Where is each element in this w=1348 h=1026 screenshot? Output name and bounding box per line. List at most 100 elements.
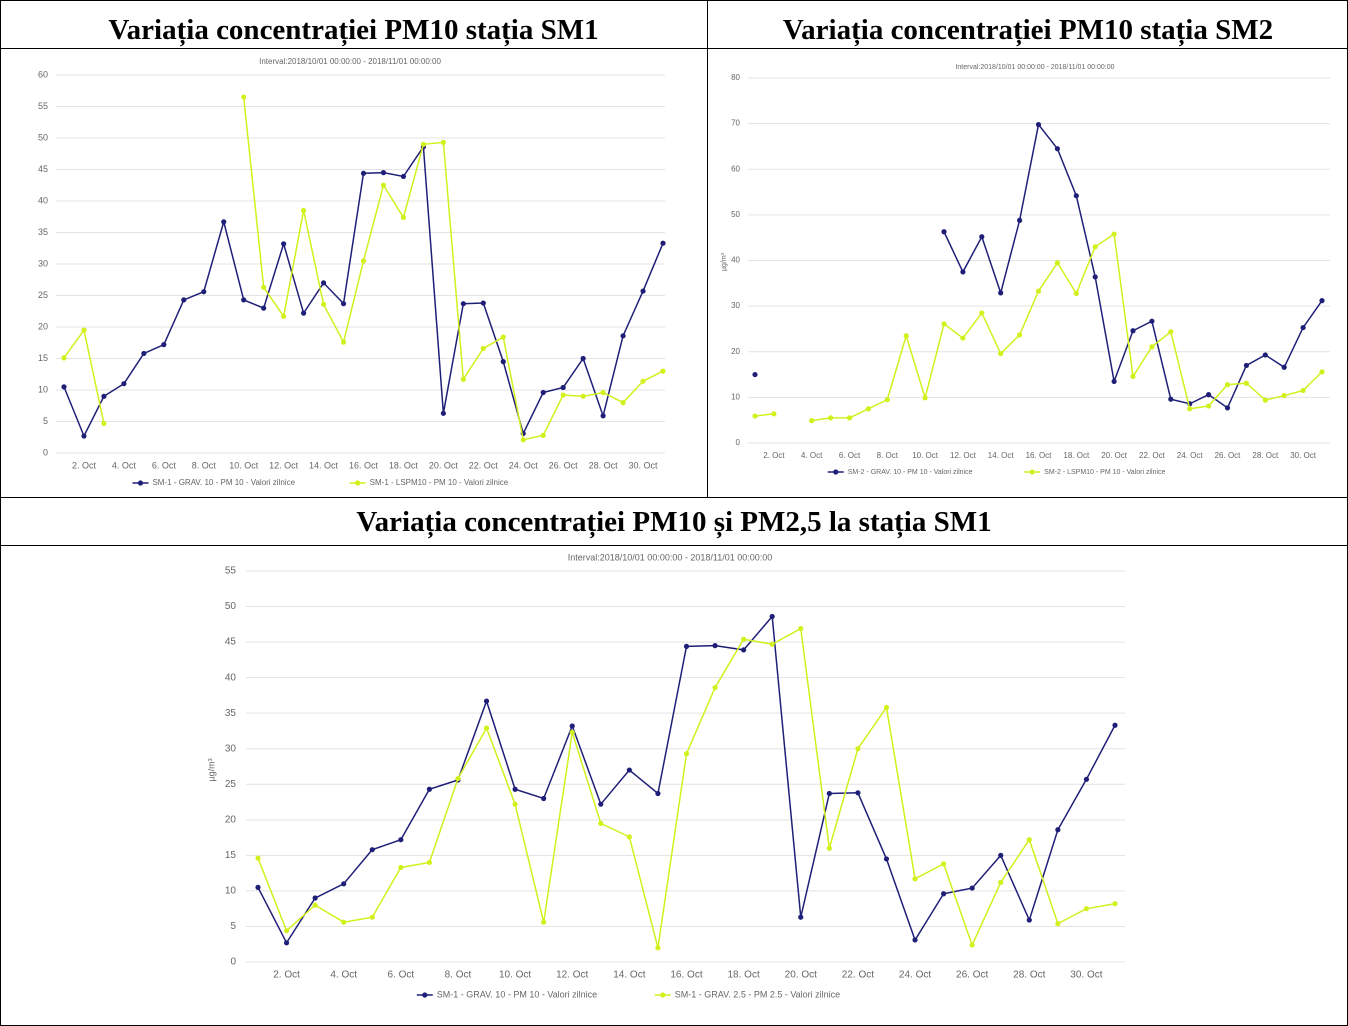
data-point (426, 859, 432, 866)
data-point (369, 847, 375, 853)
x-tick-label: 8. Oct (445, 970, 472, 981)
data-point (884, 397, 890, 403)
y-tick-label: 50 (731, 210, 740, 219)
x-tick-label: 28. Oct (589, 460, 619, 470)
y-tick-label: 30 (38, 258, 48, 268)
data-point (712, 684, 718, 691)
x-tick-label: 4. Oct (330, 970, 357, 981)
y-tick-label: 40 (38, 195, 48, 205)
x-tick-label: 26. Oct (549, 460, 579, 470)
x-tick-label: 30. Oct (1070, 970, 1102, 981)
data-point (769, 613, 775, 620)
data-point (283, 928, 290, 934)
y-tick-label: 40 (731, 256, 740, 265)
x-tick-label: 26. Oct (1215, 451, 1242, 460)
data-point (969, 885, 975, 891)
y-tick-label: 0 (43, 447, 48, 457)
x-tick-label: 12. Oct (556, 970, 588, 981)
rule (0, 497, 1348, 498)
x-tick-label: 2. Oct (72, 460, 97, 470)
y-tick-label: 45 (225, 637, 237, 648)
rule (0, 48, 1348, 49)
data-point (826, 790, 832, 797)
data-point (1112, 722, 1118, 728)
chart-subtitle: Interval:2018/10/01 00:00:00 - 2018/11/0… (955, 64, 1114, 71)
data-point (1206, 403, 1212, 409)
data-point (61, 384, 67, 390)
data-point (941, 861, 947, 867)
data-point (1026, 917, 1032, 923)
data-point (960, 269, 966, 275)
data-point (712, 643, 718, 649)
data-point (1168, 329, 1174, 335)
data-point (752, 413, 758, 419)
data-point (560, 384, 566, 391)
data-point (1035, 288, 1042, 294)
y-tick-label: 30 (225, 743, 237, 754)
data-point (640, 378, 646, 384)
data-point (201, 289, 207, 295)
x-tick-label: 28. Oct (1252, 451, 1279, 460)
x-tick-label: 26. Oct (956, 970, 988, 981)
x-tick-label: 20. Oct (429, 460, 459, 470)
data-point (1300, 324, 1306, 331)
y-tick-label: 20 (38, 321, 48, 331)
heading: Variația concentrației PM10 și PM2,5 la … (356, 506, 992, 538)
data-point (1224, 382, 1231, 388)
x-tick-label: 24. Oct (509, 460, 539, 470)
data-point (340, 301, 347, 307)
legend-marker (833, 469, 839, 475)
y-tick-label: 25 (38, 290, 48, 300)
data-point (360, 258, 367, 264)
x-tick-label: 24. Oct (899, 970, 931, 981)
data-point (626, 767, 632, 773)
data-point (620, 333, 626, 339)
series-line (257, 627, 1116, 948)
data-point (683, 643, 690, 649)
data-point (221, 219, 227, 225)
data-point (1054, 146, 1060, 152)
data-point (1026, 837, 1032, 843)
data-point (569, 723, 575, 729)
data-point (1130, 328, 1136, 334)
data-point (1319, 298, 1325, 304)
data-point (1149, 318, 1155, 324)
x-tick-label: 10. Oct (229, 460, 259, 470)
rule (0, 545, 1348, 546)
y-tick-label: 50 (225, 601, 237, 612)
data-point (1224, 405, 1231, 411)
data-point (480, 345, 486, 352)
data-point (341, 919, 347, 925)
data-point (1017, 217, 1023, 223)
y-tick-label: 0 (230, 957, 236, 968)
data-point (1243, 380, 1249, 386)
y-tick-label: 10 (225, 886, 237, 897)
x-tick-label: 28. Oct (1013, 970, 1045, 981)
data-point (369, 914, 375, 920)
x-tick-label: 14. Oct (309, 460, 339, 470)
y-tick-label: 55 (225, 566, 237, 577)
data-point (1319, 369, 1325, 375)
y-axis-label: µg/m³ (206, 758, 216, 781)
y-tick-label: 60 (731, 164, 740, 173)
data-point (283, 940, 290, 946)
heading: Variația concentrației PM10 stația SM1 (108, 14, 599, 46)
x-tick-label: 18. Oct (389, 460, 419, 470)
data-point (61, 355, 67, 361)
data-point (455, 775, 461, 782)
legend-marker (1029, 469, 1035, 475)
data-point (312, 895, 318, 901)
data-point (1130, 373, 1136, 379)
data-point (998, 350, 1004, 357)
y-tick-label: 60 (38, 69, 48, 79)
data-point (809, 418, 815, 424)
data-point (1111, 231, 1117, 237)
data-point (400, 214, 407, 220)
data-point (855, 790, 861, 796)
data-point (855, 746, 861, 752)
y-tick-label: 15 (225, 850, 237, 861)
y-tick-label: 35 (225, 708, 237, 719)
data-point (600, 389, 606, 396)
data-point (903, 333, 909, 339)
